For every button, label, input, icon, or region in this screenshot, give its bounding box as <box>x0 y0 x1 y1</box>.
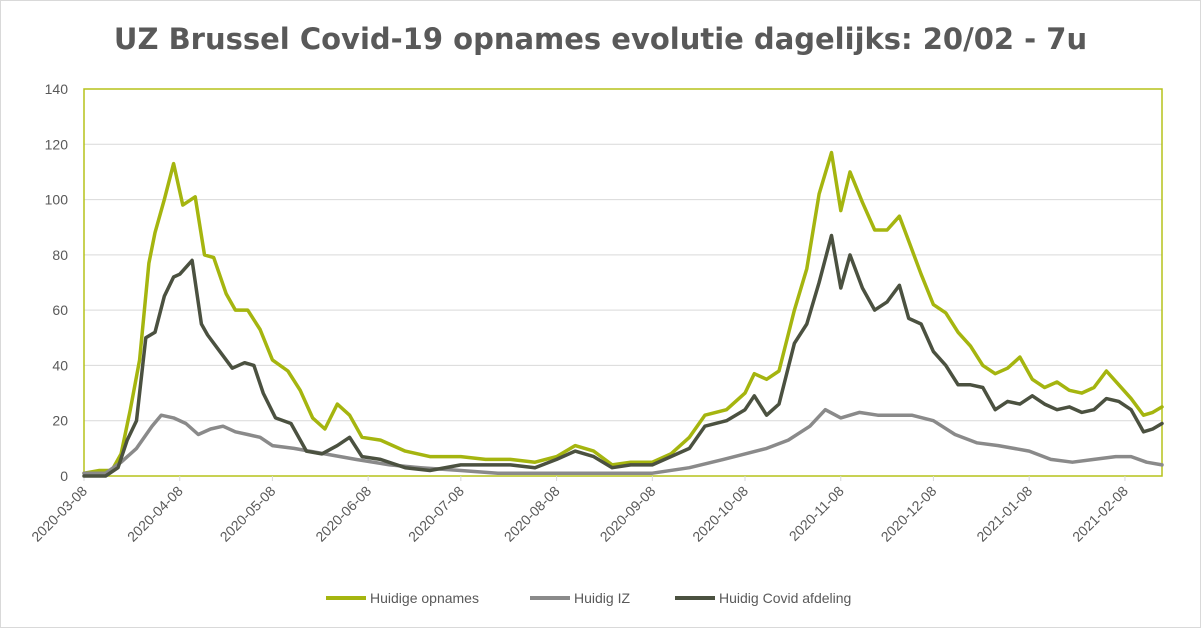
y-tick-label: 0 <box>60 468 68 484</box>
plot-area-border <box>83 88 1163 477</box>
x-tick-label: 2020-07-08 <box>405 483 467 545</box>
x-tick-label: 2020-12-08 <box>878 483 940 545</box>
x-axis-ticks: 2020-03-08 2020-04-08 2020-05-08 2020-06-08… <box>28 476 1131 545</box>
y-tick-label: 100 <box>45 192 69 208</box>
legend: Huidige opnames Huidig IZ Huidig Covid afd… <box>326 590 851 606</box>
y-tick-label: 60 <box>52 302 68 318</box>
y-tick-label: 20 <box>52 413 68 429</box>
y-tick-label: 120 <box>45 136 69 152</box>
y-tick-label: 140 <box>45 81 69 97</box>
series-lines <box>82 150 1164 478</box>
y-tick-label: 40 <box>52 357 68 373</box>
chart-title: UZ Brussel Covid-19 opnames evolutie dag… <box>113 22 1088 56</box>
series-line-3 <box>82 233 1164 478</box>
x-tick-label: 2021-02-08 <box>1069 483 1131 545</box>
y-tick-label: 80 <box>52 247 68 263</box>
x-tick-label: 2020-09-08 <box>597 483 659 545</box>
x-tick-label: 2020-11-08 <box>786 483 847 544</box>
x-tick-label: 2020-03-08 <box>28 483 90 545</box>
x-tick-label: 2021-01-08 <box>973 483 1035 545</box>
series-line-1 <box>82 150 1164 475</box>
series-line-2 <box>82 407 1164 475</box>
x-tick-label: 2020-04-08 <box>124 483 186 545</box>
x-tick-label: 2020-08-08 <box>501 483 563 545</box>
legend-label: Huidige opnames <box>370 590 479 606</box>
x-tick-label: 2020-10-08 <box>689 483 751 545</box>
gridlines <box>83 88 1163 477</box>
y-axis-ticks: 0 20 40 60 80 100 120 140 <box>45 81 69 484</box>
legend-label: Huidig Covid afdeling <box>719 590 851 606</box>
x-tick-label: 2020-05-08 <box>217 483 279 545</box>
x-tick-label: 2020-06-08 <box>312 483 374 545</box>
legend-label: Huidig IZ <box>574 590 630 606</box>
